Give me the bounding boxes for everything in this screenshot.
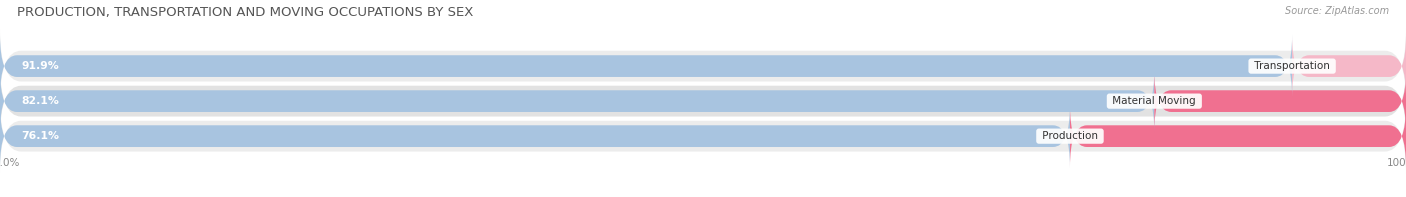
FancyBboxPatch shape [1070, 105, 1406, 167]
FancyBboxPatch shape [0, 105, 1070, 167]
FancyBboxPatch shape [1154, 70, 1406, 132]
FancyBboxPatch shape [0, 35, 1292, 97]
Text: Transportation: Transportation [1251, 61, 1333, 71]
Text: 76.1%: 76.1% [21, 131, 59, 141]
Text: PRODUCTION, TRANSPORTATION AND MOVING OCCUPATIONS BY SEX: PRODUCTION, TRANSPORTATION AND MOVING OC… [17, 6, 474, 19]
FancyBboxPatch shape [0, 29, 1406, 103]
FancyBboxPatch shape [0, 64, 1406, 138]
Text: Production: Production [1039, 131, 1101, 141]
Text: 91.9%: 91.9% [21, 61, 59, 71]
Text: 82.1%: 82.1% [21, 96, 59, 106]
FancyBboxPatch shape [0, 70, 1154, 132]
FancyBboxPatch shape [1292, 35, 1406, 97]
Text: Source: ZipAtlas.com: Source: ZipAtlas.com [1285, 6, 1389, 16]
Text: Material Moving: Material Moving [1109, 96, 1199, 106]
FancyBboxPatch shape [0, 99, 1406, 173]
